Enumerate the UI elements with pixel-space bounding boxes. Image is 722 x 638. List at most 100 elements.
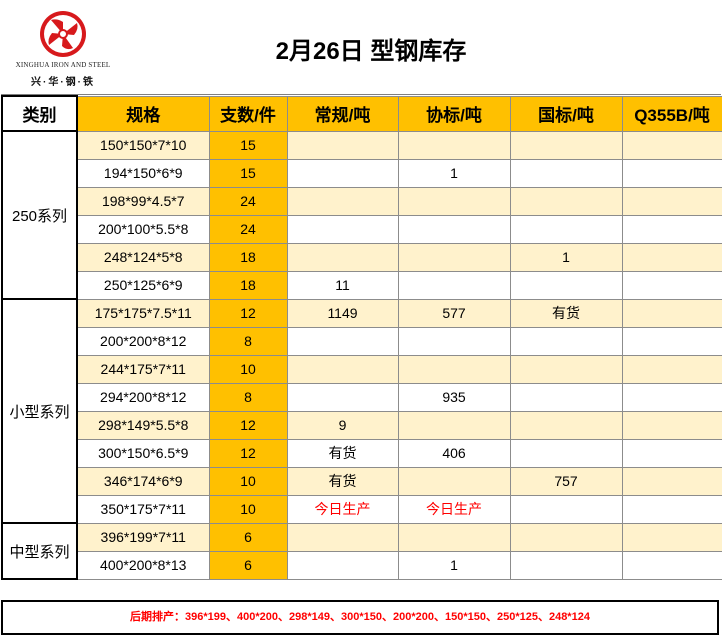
- xiebiao-cell: 406: [397, 438, 511, 468]
- xiebiao-cell: [397, 326, 511, 356]
- xiebiao-cell: [397, 130, 511, 160]
- changgui-cell: [286, 242, 399, 272]
- xiebiao-cell: [397, 214, 511, 244]
- table-row: 194*150*6*9 15 1: [2, 158, 722, 188]
- changgui-cell: [286, 382, 399, 412]
- guobiao-cell: 1: [509, 242, 623, 272]
- guobiao-cell: [509, 550, 623, 580]
- count-cell: 12: [208, 410, 288, 440]
- table-body: 250系列 150*150*7*10 15 194*150*6*9 15 1 198*99*…: [1, 130, 722, 580]
- table-row: 200*100*5.5*8 24: [2, 214, 722, 244]
- header-xiebiao: 协标/吨: [397, 95, 511, 132]
- table-row: 198*99*4.5*7 24: [2, 186, 722, 216]
- table-row: 小型系列 175*175*7.5*11 12 1149 577 有货: [1, 298, 722, 524]
- page-title: 2月26日 型钢库存: [275, 38, 467, 65]
- spec-cell: 300*150*6.5*9: [76, 438, 210, 468]
- table-row: 298*149*5.5*8 12 9: [2, 410, 722, 440]
- spec-cell: 250*125*6*9: [76, 270, 210, 300]
- table-row: 250系列 150*150*7*10 15: [1, 130, 722, 300]
- table-row: 中型系列 396*199*7*11 6: [1, 522, 722, 580]
- changgui-cell: [286, 214, 399, 244]
- spec-cell: 298*149*5.5*8: [76, 410, 210, 440]
- table-row: 346*174*6*9 10 有货 757: [2, 466, 722, 496]
- xiebiao-cell: [397, 242, 511, 272]
- xiebiao-cell: 1: [397, 158, 511, 188]
- changgui-cell: [286, 550, 399, 580]
- guobiao-cell: [509, 270, 623, 300]
- count-cell: 6: [208, 522, 288, 552]
- spec-cell: 294*200*8*12: [76, 382, 210, 412]
- q355b-cell: [621, 298, 722, 328]
- q355b-cell: [621, 270, 722, 300]
- guobiao-cell: [509, 438, 623, 468]
- guobiao-cell: [509, 382, 623, 412]
- guobiao-cell: 757: [509, 466, 623, 496]
- changgui-cell: 9: [286, 410, 399, 440]
- table-row: 200*200*8*12 8: [2, 326, 722, 356]
- sheet-header: XINGHUA IRON AND STEEL 兴·华·钢·铁 2月26日 型钢库…: [1, 1, 721, 95]
- q355b-cell: [621, 326, 722, 356]
- header-count: 支数/件: [208, 95, 288, 132]
- table-row: 250*125*6*9 18 11: [2, 270, 722, 300]
- q355b-cell: [621, 466, 722, 496]
- count-cell: 12: [208, 298, 288, 328]
- xiebiao-cell: 577: [397, 298, 511, 328]
- spec-cell: 150*150*7*10: [76, 130, 210, 160]
- changgui-cell: [286, 158, 399, 188]
- spec-cell: 175*175*7.5*11: [76, 298, 210, 328]
- changgui-cell: [286, 354, 399, 384]
- changgui-cell: 1149: [286, 298, 399, 328]
- xiebiao-cell: [397, 410, 511, 440]
- category-cell: 小型系列: [1, 298, 78, 524]
- category-cell: 250系列: [1, 130, 78, 300]
- guobiao-cell: [509, 494, 623, 524]
- count-cell: 24: [208, 186, 288, 216]
- xiebiao-cell: 今日生产: [397, 494, 511, 524]
- guobiao-cell: [509, 326, 623, 356]
- guobiao-cell: [509, 186, 623, 216]
- spec-cell: 400*200*8*13: [76, 550, 210, 580]
- inventory-table: 类别 规格 支数/件 常规/吨 协标/吨 国标/吨 Q355B/吨 250系列 1…: [1, 95, 722, 580]
- changgui-cell: [286, 186, 399, 216]
- guobiao-cell: [509, 410, 623, 440]
- table-row: 294*200*8*12 8 935: [2, 382, 722, 412]
- header-guobiao: 国标/吨: [509, 95, 623, 132]
- table-row: 244*175*7*11 10: [2, 354, 722, 384]
- count-cell: 15: [208, 158, 288, 188]
- production-schedule-note: 后期排产：396*199、400*200、298*149、300*150、200…: [1, 600, 719, 635]
- count-cell: 10: [208, 494, 288, 524]
- count-cell: 8: [208, 382, 288, 412]
- count-cell: 24: [208, 214, 288, 244]
- guobiao-cell: [509, 158, 623, 188]
- xiebiao-cell: 935: [397, 382, 511, 412]
- changgui-cell: 有货: [286, 438, 399, 468]
- table-row: 400*200*8*13 6 1: [2, 550, 722, 580]
- changgui-cell: 11: [286, 270, 399, 300]
- count-cell: 10: [208, 466, 288, 496]
- q355b-cell: [621, 550, 722, 580]
- header-q355b: Q355B/吨: [621, 95, 722, 132]
- header-changgui: 常规/吨: [286, 95, 399, 132]
- guobiao-cell: [509, 522, 623, 552]
- logo-english-name: XINGHUA IRON AND STEEL: [15, 61, 111, 69]
- q355b-cell: [621, 130, 722, 160]
- guobiao-cell: [509, 130, 623, 160]
- changgui-cell: [286, 522, 399, 552]
- xiebiao-cell: [397, 354, 511, 384]
- q355b-cell: [621, 382, 722, 412]
- company-logo: XINGHUA IRON AND STEEL 兴·华·钢·铁: [7, 9, 119, 89]
- count-cell: 18: [208, 242, 288, 272]
- q355b-cell: [621, 214, 722, 244]
- guobiao-cell: 有货: [509, 298, 623, 328]
- xiebiao-cell: [397, 186, 511, 216]
- guobiao-cell: [509, 354, 623, 384]
- table-row: 350*175*7*11 10 今日生产 今日生产: [2, 494, 722, 524]
- table-row: 300*150*6.5*9 12 有货 406: [2, 438, 722, 468]
- header-spec: 规格: [76, 95, 210, 132]
- spec-cell: 396*199*7*11: [76, 522, 210, 552]
- category-cell: 中型系列: [1, 522, 78, 580]
- changgui-cell: 今日生产: [286, 494, 399, 524]
- count-cell: 8: [208, 326, 288, 356]
- header-category: 类别: [1, 95, 78, 132]
